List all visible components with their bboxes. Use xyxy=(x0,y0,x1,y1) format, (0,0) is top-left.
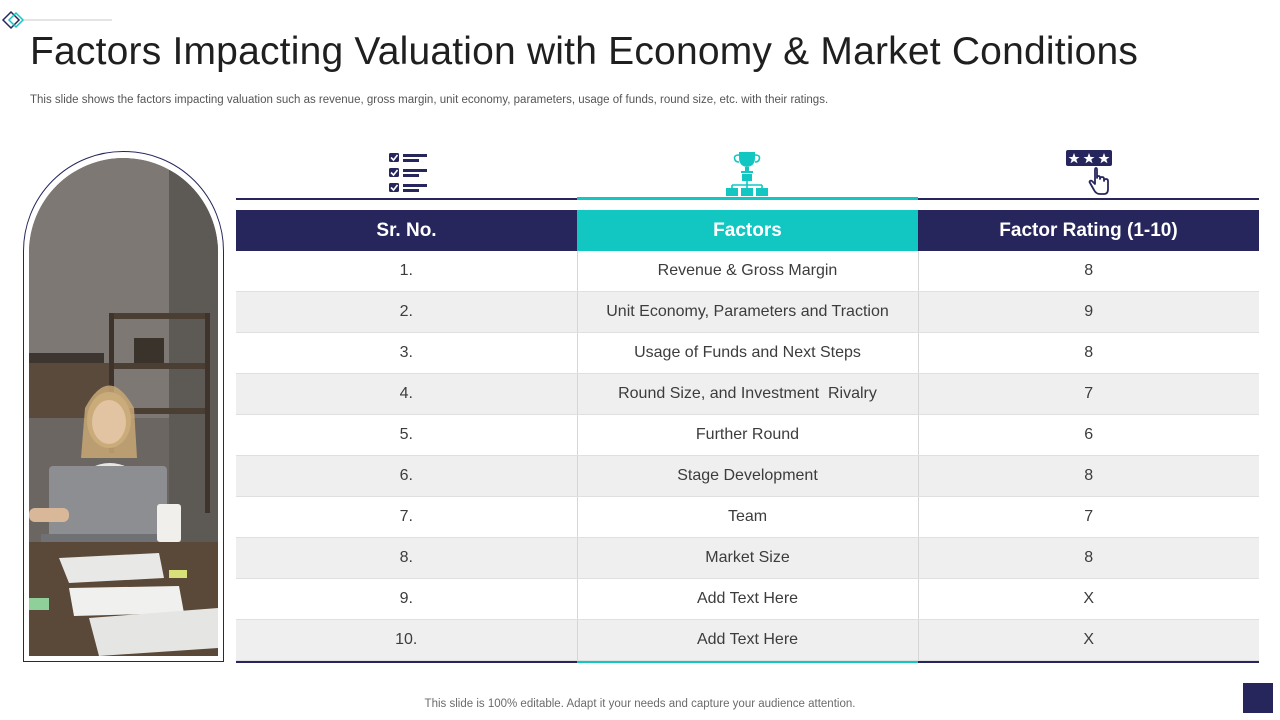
footer-note: This slide is 100% editable. Adapt it yo… xyxy=(424,698,856,710)
cell-factor: Round Size, and Investment Rivalry xyxy=(576,373,919,415)
table-row: 1. Revenue & Gross Margin 8 xyxy=(236,251,1259,292)
cell-factor: Add Text Here xyxy=(576,578,919,620)
cell-factor: Further Round xyxy=(576,414,919,456)
table-row: 10. Add Text Here X xyxy=(236,619,1259,661)
table-row: 6. Stage Development 8 xyxy=(236,455,1259,497)
cell-sr-no: 9. xyxy=(236,578,578,620)
cell-factor: Add Text Here xyxy=(576,619,919,661)
cell-sr-no: 8. xyxy=(236,537,578,579)
star-rating-click-icon xyxy=(1065,148,1113,198)
divider-left xyxy=(236,198,577,200)
factors-table: Sr. No. Factors Factor Rating (1-10) 1. … xyxy=(236,210,1259,661)
cell-rating: X xyxy=(918,619,1259,661)
divider-right xyxy=(918,198,1259,200)
photo-frame xyxy=(23,151,224,662)
page-title: Factors Impacting Valuation with Economy… xyxy=(30,30,1139,73)
cell-rating: 7 xyxy=(918,373,1259,415)
page-subtitle: This slide shows the factors impacting v… xyxy=(30,94,829,106)
cell-rating: 8 xyxy=(918,332,1259,374)
office-photo xyxy=(29,158,218,656)
table-row: 5. Further Round 6 xyxy=(236,414,1259,456)
header-factors: Factors xyxy=(577,210,918,251)
corner-diamond-icon xyxy=(1,10,112,30)
cell-rating: 6 xyxy=(918,414,1259,456)
cell-sr-no: 10. xyxy=(236,619,578,661)
cell-factor: Usage of Funds and Next Steps xyxy=(576,332,919,374)
cell-sr-no: 1. xyxy=(236,251,578,292)
table-row: 9. Add Text Here X xyxy=(236,578,1259,620)
cell-rating: 8 xyxy=(918,455,1259,497)
cell-factor: Stage Development xyxy=(576,455,919,497)
table-header-row: Sr. No. Factors Factor Rating (1-10) xyxy=(236,210,1259,251)
table-row: 3. Usage of Funds and Next Steps 8 xyxy=(236,332,1259,374)
cell-sr-no: 2. xyxy=(236,291,578,333)
table-row: 8. Market Size 8 xyxy=(236,537,1259,579)
corner-square xyxy=(1243,683,1273,713)
cell-rating: 9 xyxy=(918,291,1259,333)
cell-sr-no: 6. xyxy=(236,455,578,497)
cell-rating: X xyxy=(918,578,1259,620)
cell-rating: 8 xyxy=(918,251,1259,292)
cell-sr-no: 4. xyxy=(236,373,578,415)
trophy-hierarchy-icon xyxy=(723,148,771,198)
cell-rating: 8 xyxy=(918,537,1259,579)
header-sr-no: Sr. No. xyxy=(236,210,577,251)
divider-middle xyxy=(577,197,918,200)
header-factor-rating: Factor Rating (1-10) xyxy=(918,210,1259,251)
cell-sr-no: 3. xyxy=(236,332,578,374)
table-bottom-accent xyxy=(577,661,918,663)
table-row: 2. Unit Economy, Parameters and Traction… xyxy=(236,291,1259,333)
cell-factor: Revenue & Gross Margin xyxy=(576,251,919,292)
cell-factor: Market Size xyxy=(576,537,919,579)
table-row: 4. Round Size, and Investment Rivalry 7 xyxy=(236,373,1259,415)
cell-factor: Team xyxy=(576,496,919,538)
checklist-icon xyxy=(384,148,432,198)
cell-rating: 7 xyxy=(918,496,1259,538)
table-row: 7. Team 7 xyxy=(236,496,1259,538)
cell-factor: Unit Economy, Parameters and Traction xyxy=(576,291,919,333)
cell-sr-no: 7. xyxy=(236,496,578,538)
cell-sr-no: 5. xyxy=(236,414,578,456)
